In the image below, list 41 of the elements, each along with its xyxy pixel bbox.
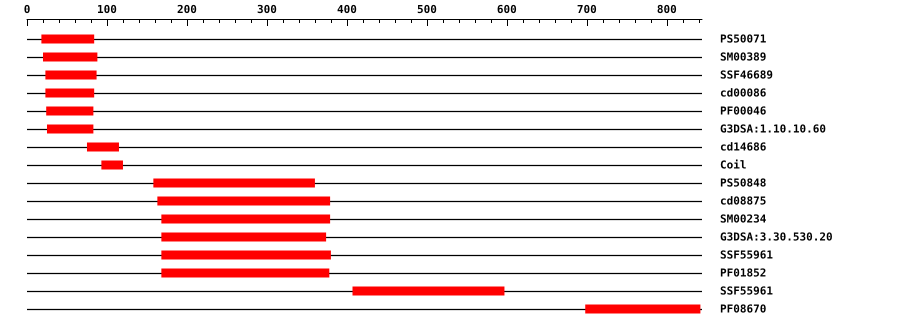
y-tick-label: PF08670 [720, 302, 766, 316]
bar [585, 304, 700, 314]
y-tick-label: SM00234 [720, 212, 767, 226]
bar [352, 286, 504, 296]
y-tick-label: PS50071 [720, 32, 767, 46]
y-tick-label: Coil [720, 158, 746, 172]
y-tick-label: cd00086 [720, 86, 767, 100]
y-tick-label: PS50848 [720, 176, 766, 190]
bar [46, 106, 94, 116]
y-tick-label: PF00046 [720, 104, 767, 118]
bar [157, 196, 330, 206]
x-tick-label: 0 [24, 3, 30, 16]
bar [86, 142, 119, 152]
bar [46, 124, 94, 134]
x-tick-label: 800 [656, 3, 677, 16]
y-tick-label: PF01852 [720, 266, 766, 280]
bar [161, 232, 326, 242]
x-tick-label: 300 [256, 3, 277, 16]
x-tick-label: 700 [576, 3, 597, 16]
bar [41, 34, 94, 44]
x-tick-label: 200 [177, 3, 197, 16]
bar [45, 70, 97, 80]
bar [153, 178, 315, 188]
y-tick-label: SSF55961 [720, 284, 774, 298]
bar [161, 250, 331, 260]
bar [161, 214, 330, 224]
y-tick-label: G3DSA:1.10.10.60 [720, 122, 826, 136]
x-tick-label: 500 [416, 3, 437, 16]
y-tick-label: G3DSA:3.30.530.20 [720, 230, 833, 244]
y-tick-label: cd14686 [720, 140, 767, 154]
x-tick-label: 100 [97, 3, 117, 16]
y-tick-label: SM00389 [720, 50, 766, 64]
y-tick-label: SSF46689 [720, 68, 773, 82]
x-tick-label: 400 [336, 3, 357, 16]
y-tick-label: SSF55961 [720, 248, 774, 262]
bar [161, 268, 330, 278]
x-tick-label: 600 [496, 3, 517, 16]
bar [42, 52, 98, 62]
bar [45, 88, 94, 98]
y-tick-label: cd08875 [720, 194, 766, 208]
bar [101, 160, 123, 170]
